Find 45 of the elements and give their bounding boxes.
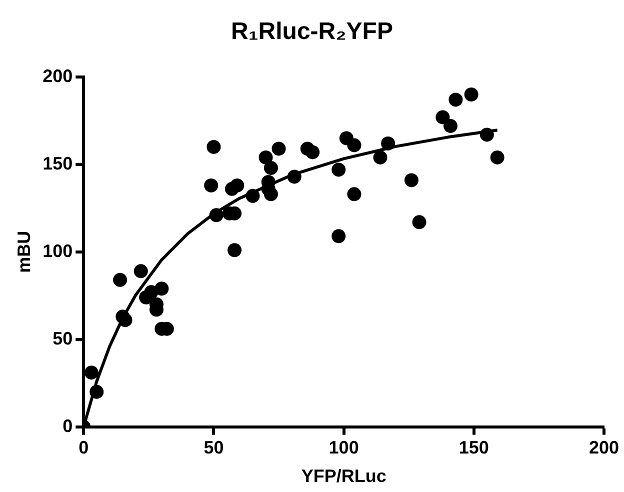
x-axis-title: YFP/RLuc [301, 466, 386, 486]
point [381, 136, 396, 150]
point [113, 272, 128, 287]
point [332, 162, 346, 177]
point [287, 170, 302, 184]
point [443, 118, 458, 133]
x-tick-label: 100 [328, 438, 359, 458]
point [347, 138, 362, 152]
point [436, 110, 450, 124]
point [412, 215, 426, 230]
y-tick-label: 0 [62, 416, 73, 436]
chart-title: R₁Rluc-R₂YFP [230, 18, 394, 46]
point [272, 142, 286, 156]
point [306, 145, 320, 160]
point [264, 160, 278, 175]
point [134, 264, 148, 278]
point [228, 243, 242, 258]
y-tick-label: 150 [42, 153, 73, 174]
y-tick-label: 200 [42, 66, 73, 86]
point [448, 92, 463, 107]
point [480, 128, 494, 142]
x-tick-label: 150 [458, 438, 489, 458]
point [258, 150, 273, 164]
y-axis-title: mBU [14, 230, 34, 273]
point [230, 178, 244, 192]
y-tick-label: 50 [52, 328, 73, 348]
x-tick-label: 200 [588, 438, 620, 458]
point [84, 366, 98, 380]
point [264, 187, 278, 202]
y-tick-label: 100 [42, 240, 73, 261]
point [90, 384, 104, 399]
point [404, 173, 418, 188]
point [332, 229, 346, 244]
x-tick-label: 50 [204, 438, 224, 458]
point [154, 282, 169, 296]
x-tick-label: 0 [78, 438, 89, 458]
point [246, 188, 260, 203]
point [204, 178, 218, 192]
point [490, 150, 504, 164]
point [464, 87, 478, 102]
point [373, 150, 388, 164]
point [209, 208, 224, 222]
point [347, 187, 362, 202]
point [206, 140, 221, 154]
point [118, 313, 132, 328]
